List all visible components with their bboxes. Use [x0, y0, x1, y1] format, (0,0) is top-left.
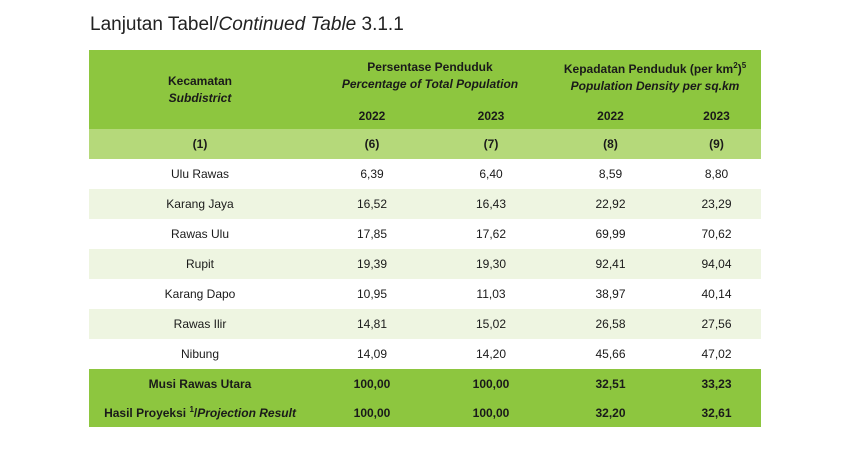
table-row: Rupit 19,39 19,30 92,41 94,04 — [89, 249, 761, 279]
header-subdistrict: Kecamatan Subdistrict — [89, 50, 311, 129]
table-cell: 38,97 — [549, 279, 672, 309]
table-cell: 27,56 — [672, 309, 761, 339]
table-cell: 19,39 — [311, 249, 433, 279]
table-cell: 15,02 — [433, 309, 549, 339]
table-cell: 17,85 — [311, 219, 433, 249]
population-table: Kecamatan Subdistrict Persentase Pendudu… — [89, 50, 761, 427]
table-title: Lanjutan Tabel/Continued Table 3.1.1 — [90, 14, 404, 36]
table-cell: 100,00 — [433, 398, 549, 427]
header-year: 2023 — [433, 102, 549, 129]
table-cell: 100,00 — [311, 369, 433, 398]
column-number: (1) — [89, 129, 311, 159]
footnote-marker: 5 — [741, 61, 747, 70]
table-cell: 47,02 — [672, 339, 761, 369]
table-cell: 33,23 — [672, 369, 761, 398]
table-cell: 16,43 — [433, 189, 549, 219]
table-cell: 32,61 — [672, 398, 761, 427]
subdistrict-name: Ulu Rawas — [89, 159, 311, 189]
projection-label: Hasil Proyeksi 1/Projection Result — [89, 398, 311, 427]
table-cell: 6,39 — [311, 159, 433, 189]
table-cell: 45,66 — [549, 339, 672, 369]
column-number: (6) — [311, 129, 433, 159]
table-cell: 100,00 — [433, 369, 549, 398]
header-density-en: Population Density per sq.km — [570, 79, 740, 93]
header-percent-group: Persentase Penduduk Percentage of Total … — [311, 50, 549, 102]
table-cell: 100,00 — [311, 398, 433, 427]
subdistrict-name: Rawas Ilir — [89, 309, 311, 339]
total-label: Musi Rawas Utara — [89, 369, 311, 398]
column-number: (7) — [433, 129, 549, 159]
table-cell: 92,41 — [549, 249, 672, 279]
title-suffix: 3.1.1 — [356, 14, 404, 35]
table-row: Karang Dapo 10,95 11,03 38,97 40,14 — [89, 279, 761, 309]
table-row: Rawas Ulu 17,85 17,62 69,99 70,62 — [89, 219, 761, 249]
table-cell: 26,58 — [549, 309, 672, 339]
subdistrict-name: Rawas Ulu — [89, 219, 311, 249]
table-cell: 8,80 — [672, 159, 761, 189]
table-cell: 16,52 — [311, 189, 433, 219]
table-cell: 10,95 — [311, 279, 433, 309]
header-density-id: Kepadatan Penduduk (per km2)5 — [563, 61, 747, 76]
header-subdistrict-en: Subdistrict — [168, 90, 232, 105]
table-cell: 40,14 — [672, 279, 761, 309]
table-cell: 14,09 — [311, 339, 433, 369]
table-cell: 14,20 — [433, 339, 549, 369]
table-cell: 6,40 — [433, 159, 549, 189]
subdistrict-name: Karang Dapo — [89, 279, 311, 309]
table-cell: 8,59 — [549, 159, 672, 189]
header-year: 2023 — [672, 102, 761, 129]
table-cell: 14,81 — [311, 309, 433, 339]
subdistrict-name: Karang Jaya — [89, 189, 311, 219]
table-cell: 32,51 — [549, 369, 672, 398]
table-cell: 23,29 — [672, 189, 761, 219]
subdistrict-name: Rupit — [89, 249, 311, 279]
title-italic: Continued Table — [218, 14, 357, 35]
table-row: Karang Jaya 16,52 16,43 22,92 23,29 — [89, 189, 761, 219]
table-cell: 11,03 — [433, 279, 549, 309]
table-cell: 32,20 — [549, 398, 672, 427]
header-subdistrict-id: Kecamatan — [167, 73, 233, 88]
header-percent-id: Persentase Penduduk — [367, 60, 493, 74]
header-percent-en: Percentage of Total Population — [341, 77, 519, 91]
total-row: Musi Rawas Utara 100,00 100,00 32,51 33,… — [89, 369, 761, 398]
table-row: Ulu Rawas 6,39 6,40 8,59 8,80 — [89, 159, 761, 189]
projection-row: Hasil Proyeksi 1/Projection Result 100,0… — [89, 398, 761, 427]
table-cell: 94,04 — [672, 249, 761, 279]
table-cell: 69,99 — [549, 219, 672, 249]
table-row: Rawas Ilir 14,81 15,02 26,58 27,56 — [89, 309, 761, 339]
header-year: 2022 — [549, 102, 672, 129]
title-prefix: Lanjutan Tabel/ — [90, 14, 219, 35]
column-number: (9) — [672, 129, 761, 159]
table-cell: 19,30 — [433, 249, 549, 279]
column-number: (8) — [549, 129, 672, 159]
header-density-group: Kepadatan Penduduk (per km2)5 Population… — [549, 50, 761, 102]
subdistrict-name: Nibung — [89, 339, 311, 369]
header-year: 2022 — [311, 102, 433, 129]
table-cell: 17,62 — [433, 219, 549, 249]
table-row: Nibung 14,09 14,20 45,66 47,02 — [89, 339, 761, 369]
table-cell: 22,92 — [549, 189, 672, 219]
table-cell: 70,62 — [672, 219, 761, 249]
